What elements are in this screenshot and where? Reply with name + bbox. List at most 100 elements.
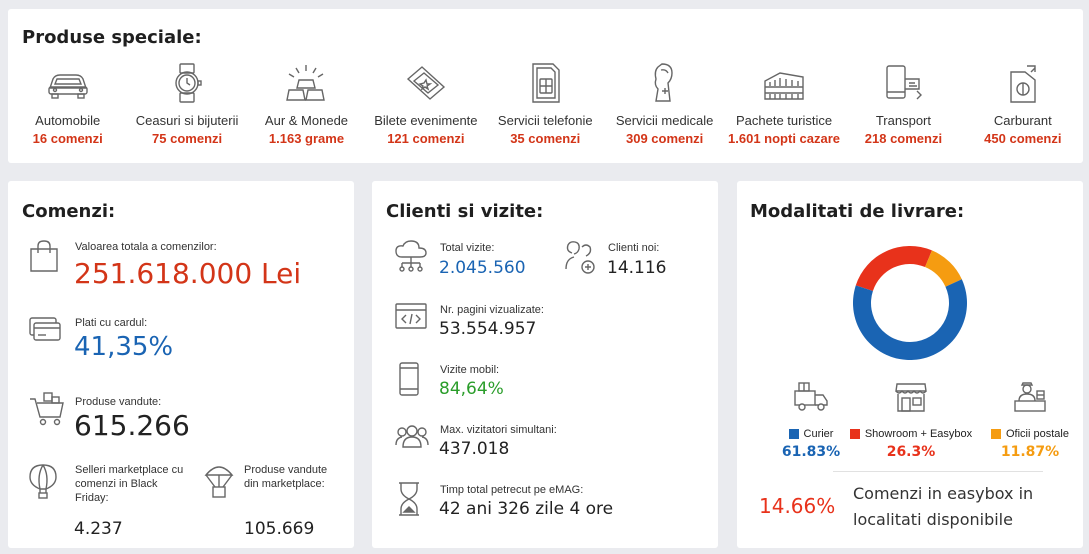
product-watches[interactable]: Ceasuri si bijuterii 75 comenzi xyxy=(127,61,246,146)
max-visitors-label: Max. vizitatori simultani: xyxy=(440,424,557,436)
product-tickets[interactable]: Bilete evenimente 121 comenzi xyxy=(366,61,485,146)
new-clients-label: Clienti noi: xyxy=(608,242,660,254)
total-visits-label: Total vizite: xyxy=(440,242,495,254)
product-name: Servicii telefonie xyxy=(497,113,593,128)
page-views-value: 53.554.957 xyxy=(439,319,537,339)
orders-title: Comenzi: xyxy=(22,201,116,222)
product-count: 1.601 nopti cazare xyxy=(728,131,841,146)
legend-post: Oficii postale xyxy=(991,428,1069,440)
new-clients-value: 14.116 xyxy=(607,258,667,278)
user-add-icon xyxy=(564,239,598,279)
products-sold-row: Produse vandute: 615.266 xyxy=(28,389,348,449)
legend-swatch xyxy=(849,429,860,439)
product-automobile[interactable]: Automobile 16 comenzi xyxy=(8,61,127,146)
hourglass-icon xyxy=(394,481,428,521)
card-payments-label: Plati cu cardul: xyxy=(75,317,148,329)
legend-label: Curier xyxy=(803,428,834,440)
sellers-label: Selleri marketplace cu comenzi in Black … xyxy=(75,464,184,504)
parachute-box-icon xyxy=(204,463,238,503)
max-visitors-value: 437.018 xyxy=(439,439,510,459)
delivery-showroom: Showroom + Easybox 26.3% xyxy=(841,381,981,460)
shopping-cart-icon xyxy=(28,389,64,429)
page-views-row: Nr. pagini vizualizate: 53.554.957 xyxy=(394,301,694,345)
special-products-list: Automobile 16 comenzi Ceasuri si bijuter… xyxy=(8,61,1083,146)
delivery-card: Modalitati de livrare: Curier 61.83% Sho… xyxy=(737,181,1083,548)
product-count: 1.163 grame xyxy=(268,131,345,146)
card-payments-value: 41,35% xyxy=(74,332,174,362)
cloud-network-icon xyxy=(394,239,428,279)
product-name: Aur & Monede xyxy=(264,113,349,128)
product-name: Transport xyxy=(875,113,931,128)
shopping-bag-icon xyxy=(28,239,62,279)
product-tourism[interactable]: Pachete turistice 1.601 nopti cazare xyxy=(724,61,843,146)
delivery-post: Oficii postale 11.87% xyxy=(975,381,1085,460)
product-count: 35 comenzi xyxy=(510,131,581,146)
sim-card-icon xyxy=(522,61,568,105)
users-group-icon xyxy=(394,421,429,461)
car-icon xyxy=(45,61,91,105)
mobile-visits-value: 84,64% xyxy=(439,379,504,399)
special-products-title: Produse speciale: xyxy=(22,27,202,48)
medical-icon xyxy=(642,61,688,105)
marketplace-products-value: 105.669 xyxy=(244,519,315,539)
product-telephony[interactable]: Servicii telefonie 35 comenzi xyxy=(486,61,605,146)
gold-bars-icon xyxy=(283,61,329,105)
credit-card-icon xyxy=(28,314,62,354)
special-products-card: Produse speciale: Automobile 16 comenzi … xyxy=(8,9,1083,163)
total-orders-value: 251.618.000 Lei xyxy=(74,257,302,290)
legend-label: Oficii postale xyxy=(1006,428,1069,440)
page-views-label: Nr. pagini vizualizate: xyxy=(440,304,544,316)
legend-courier: Curier xyxy=(788,428,834,440)
product-name: Bilete evenimente xyxy=(374,113,478,128)
delivery-title: Modalitati de livrare: xyxy=(750,201,965,222)
orders-card: Comenzi: Valoarea totala a comenzilor: 2… xyxy=(8,181,354,548)
code-window-icon xyxy=(394,301,428,341)
shop-front-icon xyxy=(894,381,928,418)
sellers-value: 4.237 xyxy=(74,519,123,539)
ticket-icon xyxy=(403,61,449,105)
time-spent-row: Timp total petrecut pe eMAG: 42 ani 326 … xyxy=(394,481,714,525)
colosseum-icon xyxy=(761,61,807,105)
product-name: Automobile xyxy=(35,113,101,128)
product-name: Carburant xyxy=(993,113,1052,128)
legend-swatch xyxy=(991,429,1001,439)
mobile-visits-row: Vizite mobil: 84,64% xyxy=(394,361,694,405)
delivery-divider xyxy=(833,471,1043,472)
product-count: 16 comenzi xyxy=(32,131,103,146)
hot-air-balloon-icon xyxy=(28,463,62,503)
easybox-pct: 14.66% xyxy=(759,494,836,518)
courier-pct: 61.83% xyxy=(781,444,841,460)
product-medical[interactable]: Servicii medicale 309 comenzi xyxy=(605,61,724,146)
products-sold-label: Produse vandute: xyxy=(75,396,162,408)
product-name: Pachete turistice xyxy=(735,113,833,128)
post-office-clerk-icon xyxy=(1013,381,1047,418)
product-count: 121 comenzi xyxy=(387,131,465,146)
donut-slice-oficii-postale xyxy=(925,250,962,287)
product-gold[interactable]: Aur & Monede 1.163 grame xyxy=(247,61,366,146)
clients-card: Clienti si vizite: Total vizite: 2.045.5… xyxy=(372,181,718,548)
total-visits-value: 2.045.560 xyxy=(439,258,526,278)
sellers-row: Selleri marketplace cu comenzi in Black … xyxy=(28,463,188,543)
mobile-phone-icon xyxy=(394,361,428,401)
product-transport[interactable]: Transport 218 comenzi xyxy=(844,61,963,146)
donut-slice-curier xyxy=(853,279,967,360)
post-pct: 11.87% xyxy=(1000,444,1060,460)
donut-slice-showroom-easybox xyxy=(855,246,932,291)
product-fuel[interactable]: Carburant 450 comenzi xyxy=(963,61,1082,146)
watch-icon xyxy=(164,61,210,105)
total-visits-row: Total vizite: 2.045.560 xyxy=(394,239,554,283)
marketplace-products-row: Produse vandute din marketplace: 105.669 xyxy=(204,463,354,543)
product-name: Ceasuri si bijuterii xyxy=(135,113,239,128)
legend-showroom: Showroom + Easybox xyxy=(849,428,972,440)
delivery-donut-chart xyxy=(853,246,967,360)
marketplace-products-label: Produse vandute din marketplace: xyxy=(244,464,328,490)
products-sold-value: 615.266 xyxy=(74,409,190,442)
legend-swatch xyxy=(788,429,799,439)
fuel-can-icon xyxy=(1000,61,1046,105)
card-payments-row: Plati cu cardul: 41,35% xyxy=(28,314,348,374)
delivery-truck-icon xyxy=(793,381,829,418)
product-count: 450 comenzi xyxy=(984,131,1062,146)
showroom-pct: 26.3% xyxy=(886,444,936,460)
total-orders-row: Valoarea totala a comenzilor: 251.618.00… xyxy=(28,239,348,299)
product-count: 75 comenzi xyxy=(152,131,223,146)
